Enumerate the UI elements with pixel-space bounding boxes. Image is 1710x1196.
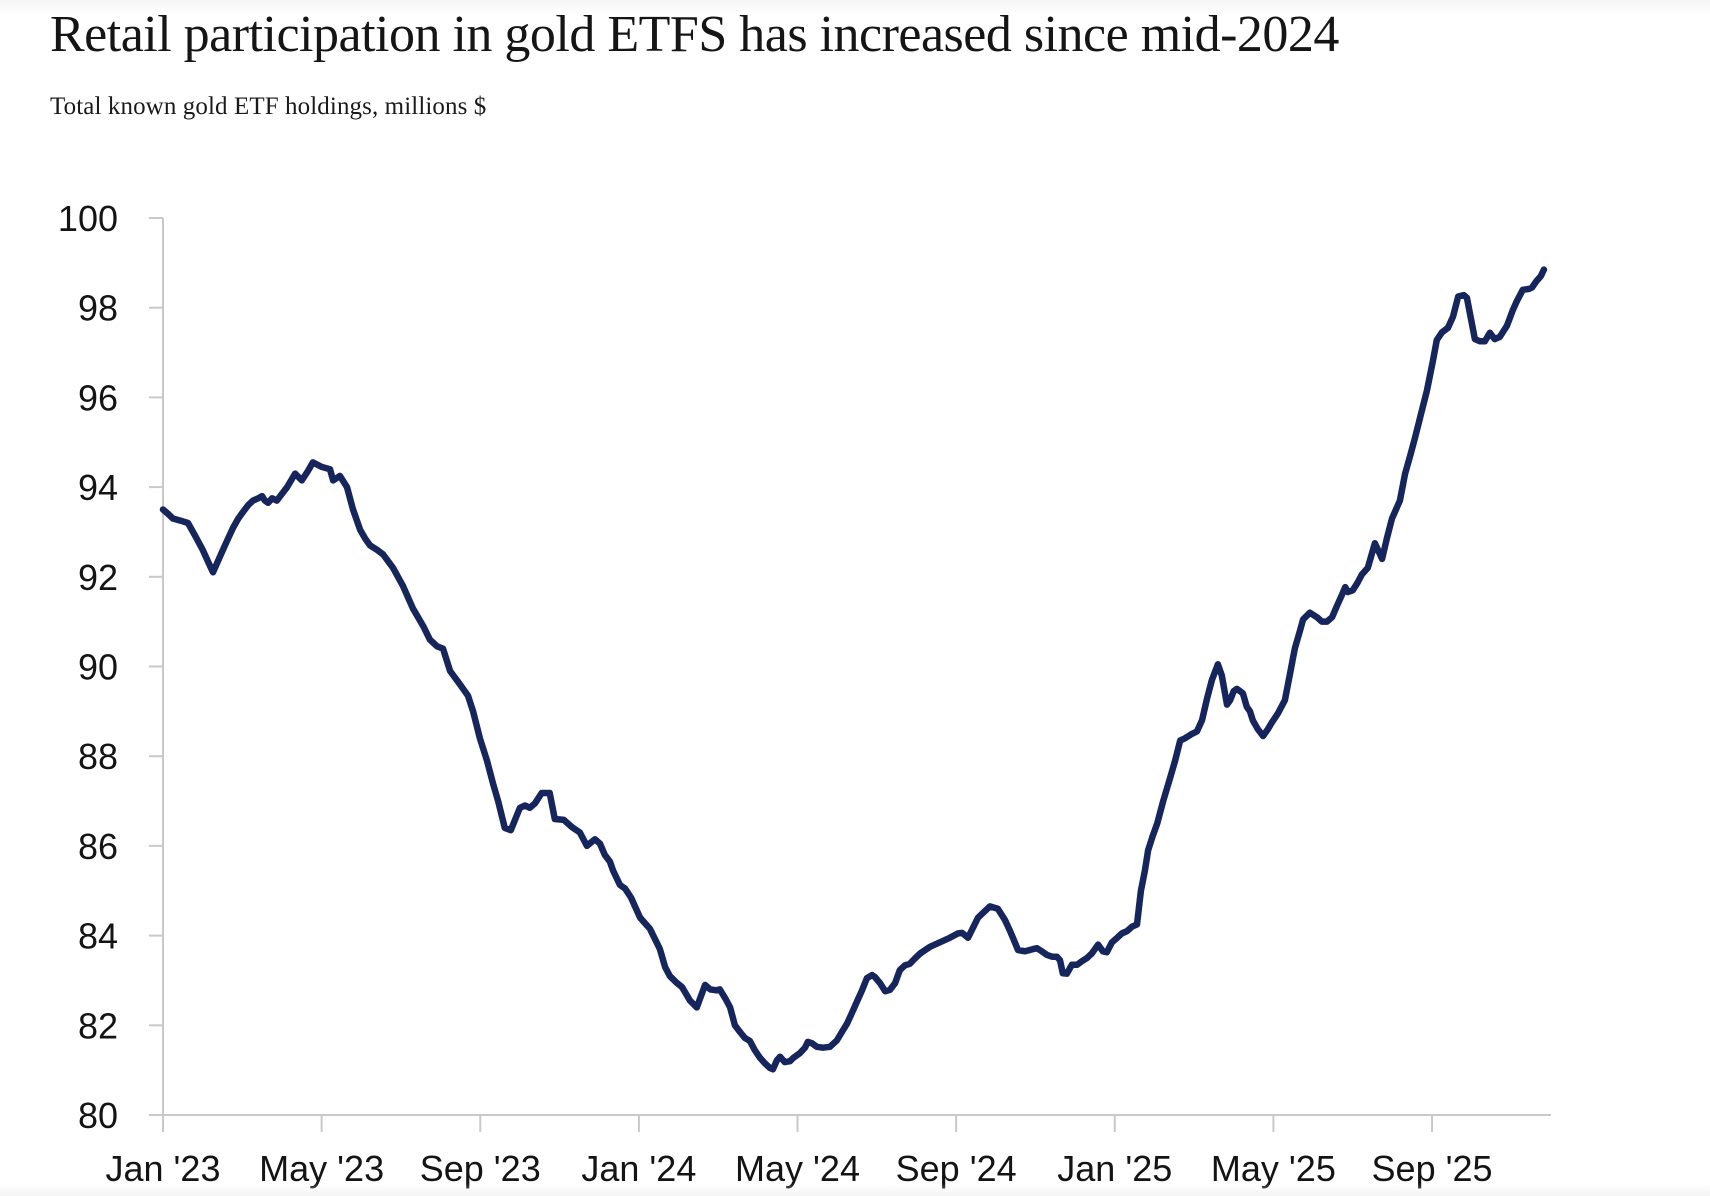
x-tick-label: Sep '23 (420, 1148, 541, 1189)
x-tick-label: Sep '24 (896, 1148, 1017, 1189)
y-tick-label: 98 (78, 288, 118, 329)
y-tick-label: 94 (78, 467, 118, 508)
x-tick-label: Jan '23 (106, 1148, 221, 1189)
x-tick-label: May '24 (735, 1148, 860, 1189)
y-tick-label: 100 (58, 198, 118, 239)
x-tick-label: May '25 (1211, 1148, 1336, 1189)
x-tick-label: Jan '24 (581, 1148, 696, 1189)
y-tick-label: 90 (78, 646, 118, 687)
chart-title: Retail participation in gold ETFS has in… (50, 6, 1339, 63)
y-tick-label: 92 (78, 557, 118, 598)
data-line (159, 266, 1548, 1073)
y-tick-label: 80 (78, 1095, 118, 1136)
x-tick-label: May '23 (259, 1148, 384, 1189)
y-tick-label: 96 (78, 377, 118, 418)
x-tick-label: Jan '25 (1057, 1148, 1172, 1189)
x-tick-label: Sep '25 (1372, 1148, 1493, 1189)
y-tick-label: 84 (78, 916, 118, 957)
y-tick-label: 88 (78, 736, 118, 777)
y-tick-label: 86 (78, 826, 118, 867)
y-tick-label: 82 (78, 1005, 118, 1046)
chart-header: Retail participation in gold ETFS has in… (50, 6, 1670, 121)
chart-subtitle: Total known gold ETF holdings, millions … (50, 93, 487, 121)
